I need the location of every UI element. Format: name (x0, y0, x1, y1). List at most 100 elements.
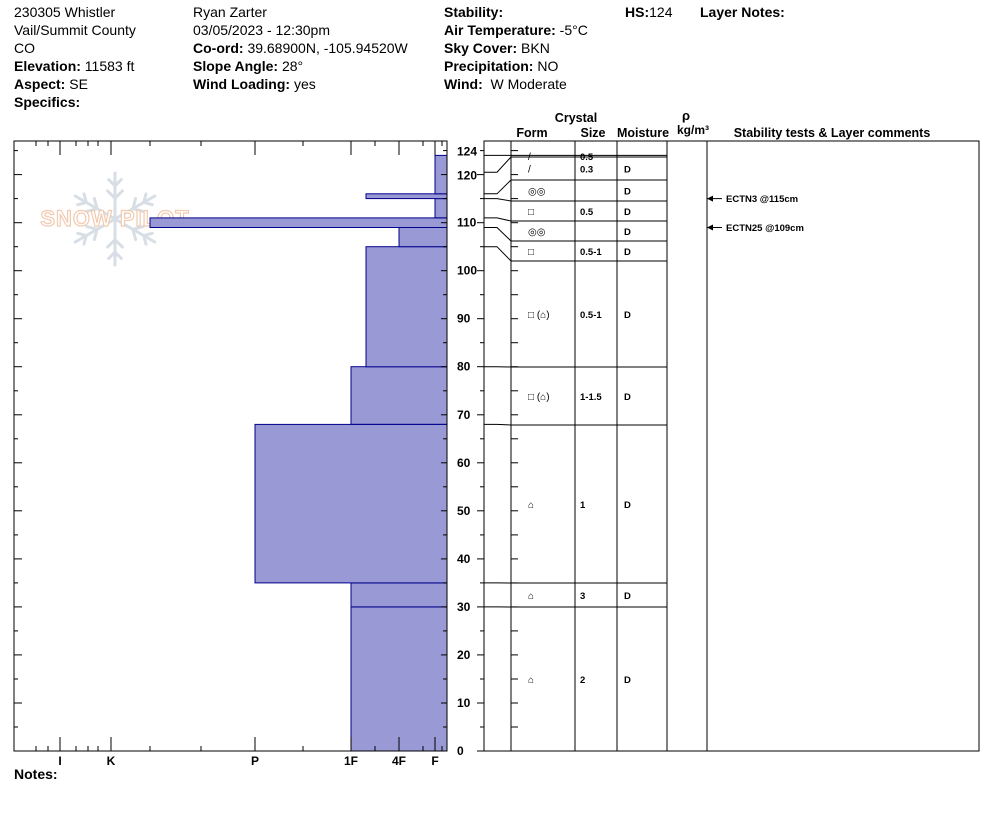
height-tick-label: 40 (457, 552, 471, 566)
layer-form: ⌂ (528, 675, 534, 686)
coord-label: Co-ord: (193, 40, 244, 56)
layer-moisture: D (624, 500, 631, 511)
layer-connector (484, 179, 512, 195)
hardness-bar (350, 606, 448, 752)
windload-label: Wind Loading: (193, 76, 291, 92)
hardness-tick-label: I (58, 754, 61, 768)
hardness-bar (254, 423, 448, 584)
layer-form: □ (528, 207, 534, 218)
header-precip: Precipitation: NO (444, 57, 558, 75)
layer-moisture: D (624, 187, 631, 198)
layer-form: / (528, 165, 531, 176)
layer-size: 0.5 (580, 207, 594, 218)
layer-connector (484, 423, 512, 426)
layer-moisture: D (624, 392, 631, 403)
airtemp-label: Air Temperature: (444, 22, 556, 38)
stability-test-label: ECTN3 @115cm (726, 194, 798, 205)
wind-value: W Moderate (490, 76, 567, 92)
height-tick-label: 120 (457, 169, 477, 183)
elevation-value: 11583 ft (84, 58, 135, 74)
layer-connector (484, 156, 512, 173)
wind-label: Wind: (444, 76, 483, 92)
height-tick-label: 80 (457, 360, 471, 374)
coord-value: 39.68900N, -105.94520W (247, 40, 408, 56)
slope-label: Slope Angle: (193, 58, 279, 74)
precip-label: Precipitation: (444, 58, 534, 74)
stability-test-arrowhead (707, 195, 713, 202)
elevation-label: Elevation: (14, 58, 81, 74)
layer-connector (484, 227, 512, 242)
stability-test-arrowhead (707, 224, 713, 231)
layer-form: □ (⌂) (528, 392, 550, 403)
header-state: CO (14, 40, 35, 56)
header-windload: Wind Loading: yes (193, 75, 316, 93)
height-tick-label: 124 (457, 144, 477, 158)
header-layer-notes-label: Layer Notes: (700, 4, 785, 20)
aspect-value: SE (69, 76, 88, 92)
layer-connector (484, 198, 512, 202)
header-site: 230305 Whistler (14, 4, 116, 20)
connector-column (483, 140, 512, 752)
notes-label: Notes: (14, 766, 58, 782)
layer-form: ⌂ (528, 500, 534, 511)
col-moisture-heading: Moisture (617, 126, 669, 140)
layer-size: 2 (580, 675, 585, 686)
stability-tests: ECTN3 @115cm ECTN25 @109cm (707, 194, 804, 234)
hardness-bar (398, 227, 448, 248)
height-tick-label: 30 (457, 600, 471, 614)
layer-table-frame (510, 140, 980, 752)
header-hs: HS:124 (625, 3, 672, 21)
sky-value: BKN (521, 40, 550, 56)
col-rho-heading: ρ (682, 108, 690, 123)
snowflake-icon (73, 171, 157, 267)
header-elevation: Elevation: 11583 ft (14, 57, 134, 75)
col-crystal-heading: Crystal (555, 111, 597, 125)
header-slope: Slope Angle: 28° (193, 57, 303, 75)
layer-size: 0.5 (580, 152, 594, 163)
height-tick-label: 70 (457, 408, 471, 422)
hardness-tick-label: 4F (392, 754, 406, 768)
layer-moisture: D (624, 207, 631, 218)
header-datetime: 03/05/2023 - 12:30pm (193, 22, 330, 38)
col-size-heading: Size (580, 126, 605, 140)
layer-form: ⌂ (528, 591, 534, 602)
aspect-label: Aspect: (14, 76, 66, 92)
layer-size: 1-1.5 (580, 392, 602, 403)
hardness-bar (350, 582, 448, 608)
layer-moisture: D (624, 675, 631, 686)
layer-moisture: D (624, 165, 631, 176)
header-sky: Sky Cover: BKN (444, 39, 550, 57)
slope-value: 28° (281, 58, 304, 74)
height-tick-label: 60 (457, 456, 471, 470)
layer-size: 0.5-1 (580, 310, 602, 321)
layer-connectors (484, 156, 512, 608)
hs-label: HS: (625, 4, 650, 20)
hardness-axis: I K P 1F 4F F (35, 141, 443, 768)
header-wind: Wind: W Moderate (444, 75, 567, 93)
header-aspect: Aspect: SE (14, 75, 88, 93)
hardness-bar (365, 193, 448, 200)
hardness-bar (434, 198, 448, 219)
height-tick-label: 100 (457, 264, 477, 278)
hardness-bar (350, 366, 448, 425)
height-tick-label: 10 (457, 696, 471, 710)
hardness-bar (149, 217, 448, 228)
hs-value: 124 (649, 4, 673, 20)
height-tick-label: 90 (457, 312, 471, 326)
hardness-tick-label: 1F (344, 754, 358, 768)
col-form-heading: Form (516, 126, 547, 140)
col-stability-heading: Stability tests & Layer comments (734, 126, 931, 140)
layer-size: 3 (580, 591, 585, 602)
layer-connector (484, 246, 512, 262)
layer-rows: / 0.5 / 0.3 D ◎◎ D □ 0.5 D ◎◎ D □ 0.5-1 D □ (⌂) 0.5-1 D □ … (484, 152, 667, 686)
height-tick-label: 20 (457, 648, 471, 662)
hardness-tick-label: F (431, 754, 438, 768)
header-airtemp: Air Temperature: -5°C (444, 21, 588, 39)
layer-form: □ (528, 247, 534, 258)
height-axis: 0 10 20 30 40 50 60 70 80 90 100 110 120 124 (14, 144, 518, 758)
hardness-tick-label: K (107, 754, 116, 768)
precip-value: NO (537, 58, 559, 74)
layer-size: 0.3 (580, 165, 593, 176)
hardness-bar (365, 246, 448, 368)
